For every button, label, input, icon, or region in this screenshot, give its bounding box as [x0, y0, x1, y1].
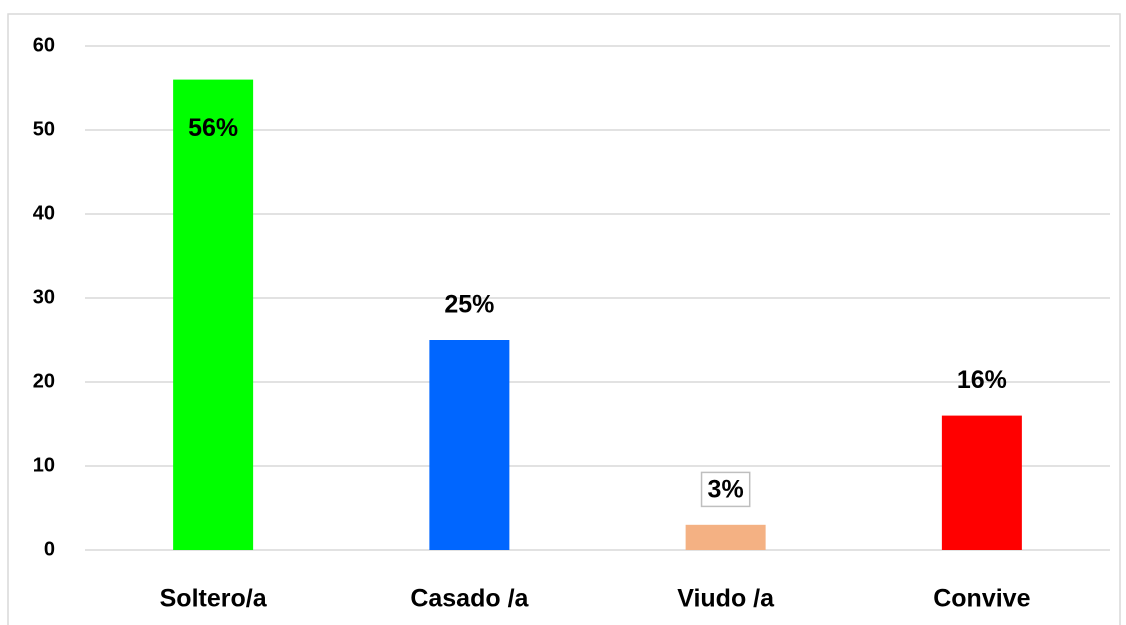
y-tick-label: 60 [33, 34, 55, 56]
y-tick-label: 20 [33, 370, 55, 392]
y-tick-label: 10 [33, 454, 55, 476]
y-tick-label: 40 [33, 202, 55, 224]
y-tick-label: 50 [33, 118, 55, 140]
bar [429, 340, 510, 550]
y-tick-label: 0 [44, 538, 55, 560]
bar [685, 524, 766, 550]
x-tick-label: Soltero/a [160, 585, 268, 613]
data-label: 56% [188, 114, 238, 142]
data-label: 16% [957, 366, 1007, 394]
chart-frame [7, 13, 1121, 625]
data-label: 25% [444, 291, 494, 319]
x-tick-label: Casado /a [410, 585, 529, 613]
x-tick-label: Viudo /a [677, 585, 775, 613]
bar [173, 79, 254, 550]
x-tick-label: Convive [933, 585, 1030, 613]
bar [941, 415, 1022, 550]
data-label-box [700, 471, 751, 508]
data-label: 3% [708, 475, 744, 503]
y-tick-label: 30 [33, 286, 55, 308]
